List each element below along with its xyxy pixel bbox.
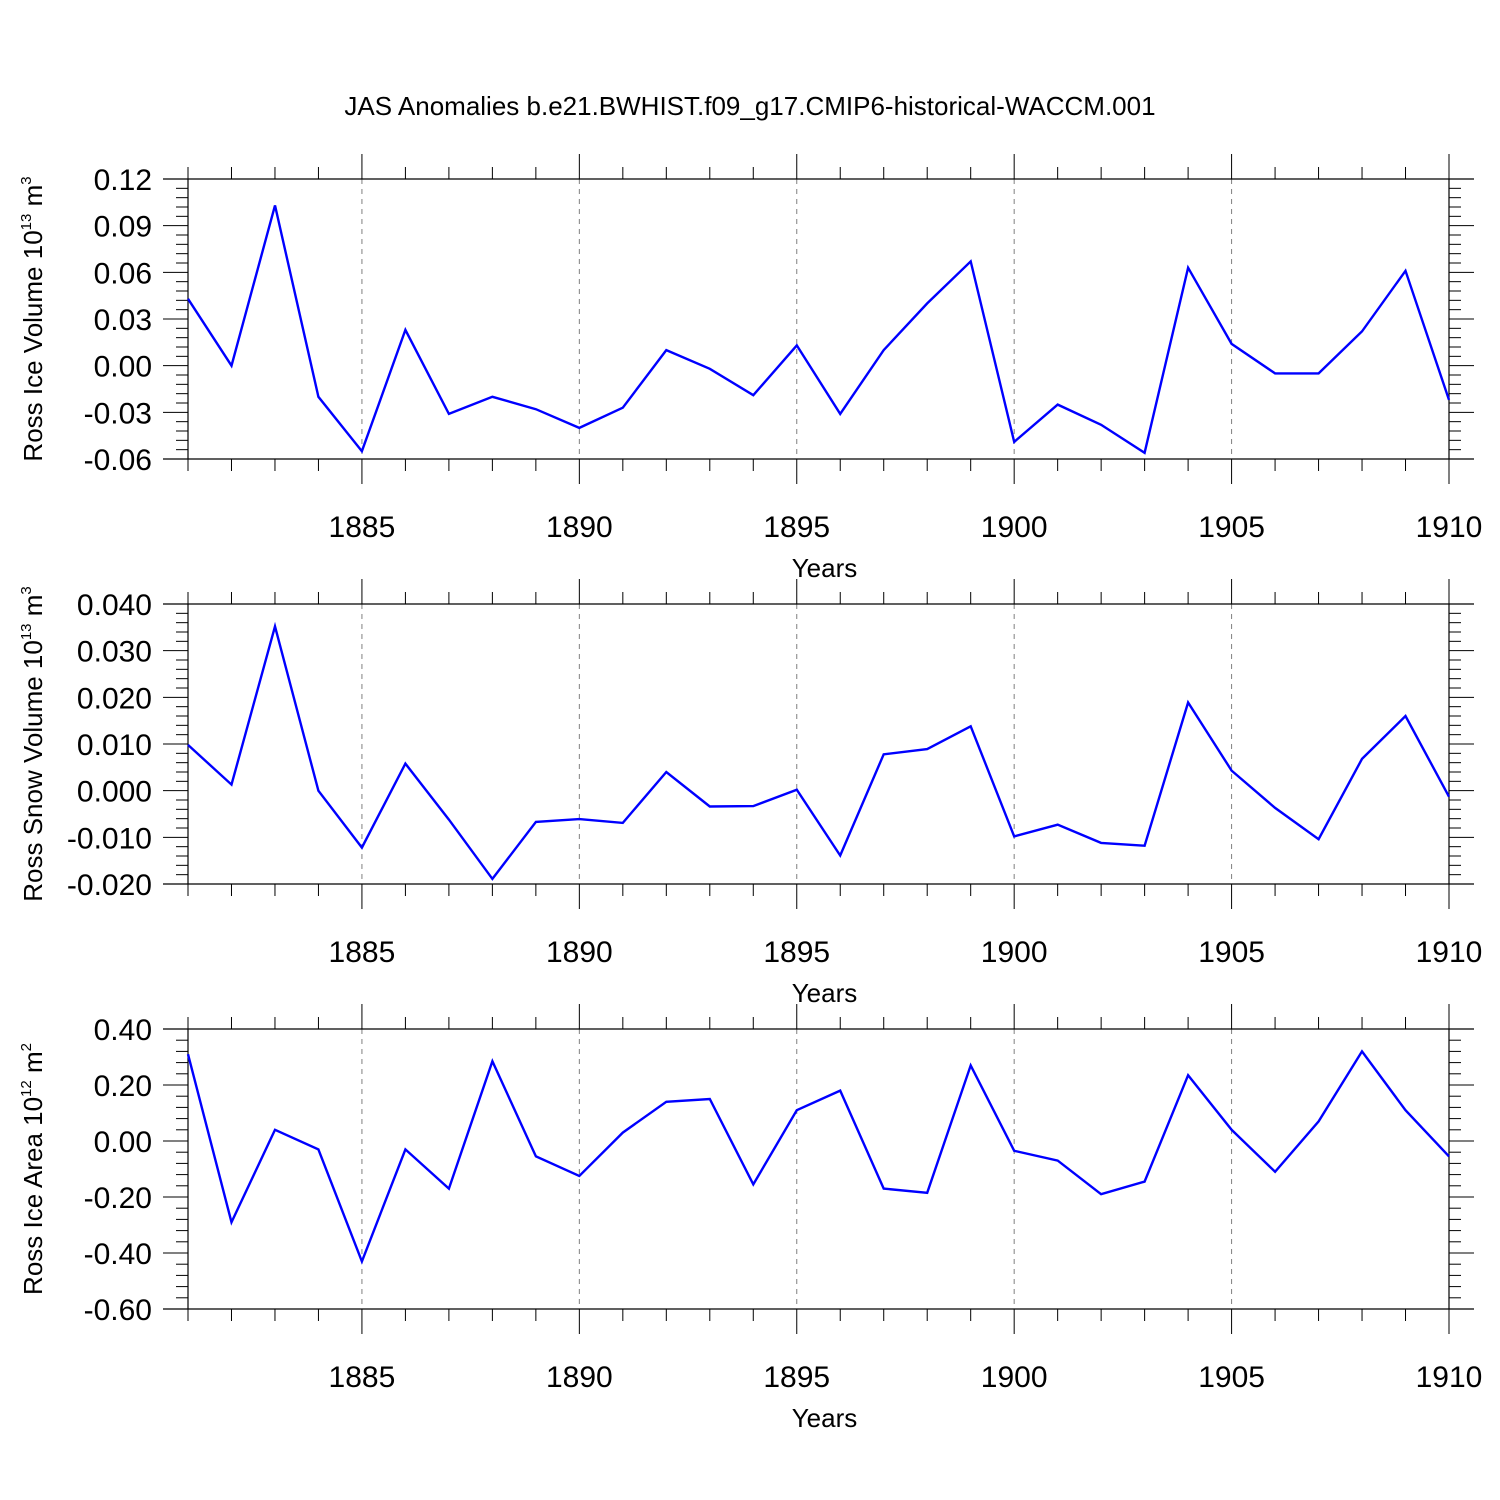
y-tick-label: 0.06 bbox=[94, 257, 152, 290]
x-tick-label: 1905 bbox=[1198, 1361, 1265, 1394]
x-tick-label: 1900 bbox=[981, 1361, 1048, 1394]
y-tick-label: -0.60 bbox=[84, 1294, 152, 1327]
x-tick-label: 1895 bbox=[763, 936, 830, 969]
panel-3: -0.60 -0.40 -0.20 0.00 0.20 0.40 1885 1890 1895 1… bbox=[18, 1004, 1482, 1433]
y-tick-label: -0.010 bbox=[67, 822, 152, 855]
x-axis-title: Years bbox=[792, 1403, 858, 1433]
y-tick-label: 0.020 bbox=[77, 682, 152, 715]
x-tick-label: 1890 bbox=[546, 511, 613, 544]
x-tick-label: 1895 bbox=[763, 1361, 830, 1394]
y-tick-label: 0.030 bbox=[77, 636, 152, 669]
series-line bbox=[186, 205, 1451, 455]
x-tick-label: 1890 bbox=[546, 1361, 613, 1394]
series-line bbox=[186, 1049, 1450, 1265]
x-tick-label: 1885 bbox=[329, 936, 396, 969]
x-tick-label: 1900 bbox=[981, 511, 1048, 544]
y-tick-label: -0.06 bbox=[84, 444, 152, 477]
y-tick-label: -0.40 bbox=[84, 1238, 152, 1271]
panels: -0.06 -0.03 0.00 0.03 0.06 0.09 0.12 1885 1890 18… bbox=[18, 154, 1482, 1433]
x-tick-label: 1885 bbox=[329, 1361, 396, 1394]
chart-title: JAS Anomalies b.e21.BWHIST.f09_g17.CMIP6… bbox=[344, 91, 1155, 121]
panel-2: -0.020 -0.010 0.000 0.010 0.020 0.030 0.040 188… bbox=[18, 579, 1482, 1008]
x-tick-label: 1910 bbox=[1416, 1361, 1483, 1394]
y-tick-label: 0.12 bbox=[94, 164, 152, 197]
y-tick-label: 0.00 bbox=[94, 351, 152, 384]
x-axis-title: Years bbox=[792, 553, 858, 583]
y-tick-label: 0.09 bbox=[94, 211, 152, 244]
x-tick-label: 1895 bbox=[763, 511, 830, 544]
x-tick-label: 1910 bbox=[1416, 936, 1483, 969]
panel-1: -0.06 -0.03 0.00 0.03 0.06 0.09 0.12 1885 1890 18… bbox=[18, 154, 1482, 583]
y-tick-label: 0.00 bbox=[94, 1126, 152, 1159]
y-tick-label: -0.20 bbox=[84, 1182, 152, 1215]
x-tick-label: 1890 bbox=[546, 936, 613, 969]
y-tick-label: 0.40 bbox=[94, 1014, 152, 1047]
y-tick-label: 0.010 bbox=[77, 729, 152, 762]
x-tick-label: 1905 bbox=[1198, 511, 1265, 544]
x-axis-title: Years bbox=[792, 978, 858, 1008]
y-axis-title: Ross Snow Volume 1013 m3 bbox=[18, 586, 48, 902]
x-tick-label: 1905 bbox=[1198, 936, 1265, 969]
y-tick-label: 0.040 bbox=[77, 589, 152, 622]
y-axis-title: Ross Ice Volume 1013 m3 bbox=[18, 176, 48, 461]
y-tick-label: 0.000 bbox=[77, 776, 152, 809]
y-axis-title: Ross Ice Area 1012 m2 bbox=[18, 1043, 48, 1295]
series-line bbox=[187, 621, 1451, 881]
y-tick-label: 0.20 bbox=[94, 1070, 152, 1103]
y-tick-label: 0.03 bbox=[94, 304, 152, 337]
x-tick-label: 1910 bbox=[1416, 511, 1483, 544]
y-tick-label: -0.020 bbox=[67, 869, 152, 902]
y-tick-label: -0.03 bbox=[84, 397, 152, 430]
x-tick-label: 1885 bbox=[329, 511, 396, 544]
x-tick-label: 1900 bbox=[981, 936, 1048, 969]
